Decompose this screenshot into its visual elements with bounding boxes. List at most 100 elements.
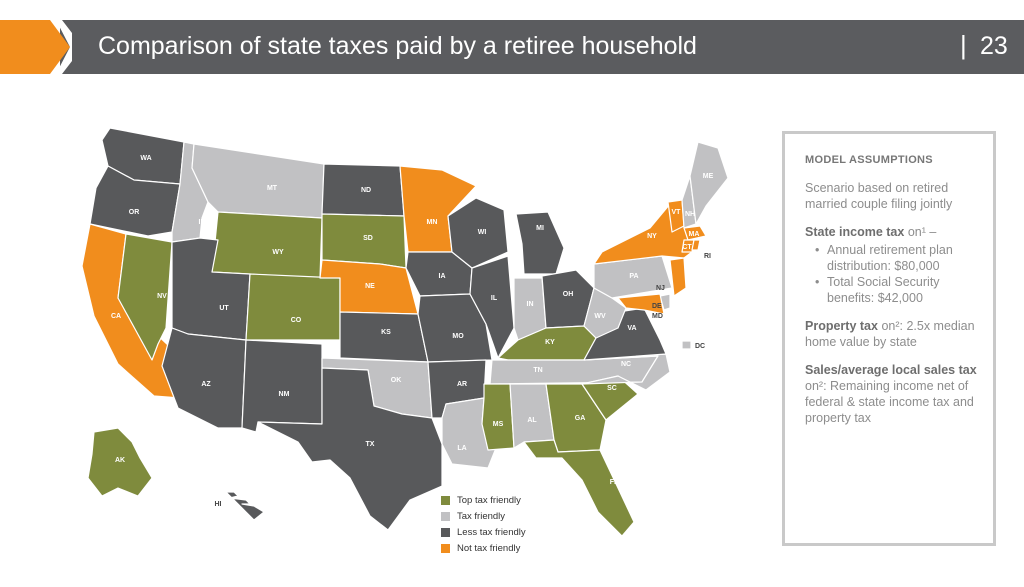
label-md: MD xyxy=(652,313,663,320)
state-ks xyxy=(339,311,429,363)
label-va: VA xyxy=(627,325,636,332)
state-wi xyxy=(447,197,509,269)
label-ny: NY xyxy=(647,233,657,240)
label-ri: RI xyxy=(704,253,711,260)
label-ky: KY xyxy=(545,339,555,346)
label-ms: MS xyxy=(493,421,504,428)
legend-label: Tax friendly xyxy=(457,510,506,522)
assumptions-title: MODEL ASSUMPTIONS xyxy=(805,154,933,166)
state-mt xyxy=(191,143,325,219)
state-me xyxy=(689,141,729,225)
label-tn: TN xyxy=(533,367,542,374)
header-separator: | xyxy=(960,30,967,60)
label-sd: SD xyxy=(363,235,373,242)
label-wy: WY xyxy=(272,249,284,256)
state-ct xyxy=(681,239,695,253)
label-wa: WA xyxy=(140,155,151,162)
label-mt: MT xyxy=(267,185,278,192)
state-income-tax-heading: State income tax on¹ – xyxy=(805,224,979,240)
label-wi: WI xyxy=(478,229,487,236)
state-mi xyxy=(515,211,565,275)
legend-label: Not tax friendly xyxy=(457,542,521,554)
legend-item: Not tax friendly xyxy=(441,540,526,556)
state-ms xyxy=(481,383,515,451)
label-nc: NC xyxy=(621,361,631,368)
label-in: IN xyxy=(527,301,534,308)
header: Comparison of state taxes paid by a reti… xyxy=(0,20,1024,74)
label-ak: AK xyxy=(115,457,125,464)
legend-label: Less tax friendly xyxy=(457,526,526,538)
property-tax-text: Property tax on²: 2.5x median home value… xyxy=(805,318,979,350)
label-ar: AR xyxy=(457,381,467,388)
label-co: CO xyxy=(291,317,302,324)
sales-tax-detail: on²: Remaining income net of federal & s… xyxy=(805,379,974,425)
state-or xyxy=(89,165,181,237)
scenario-text: Scenario based on retired married couple… xyxy=(805,181,953,211)
label-ca: CA xyxy=(111,313,121,320)
header-bar xyxy=(60,20,1024,74)
label-ia: IA xyxy=(439,273,446,280)
state-ma xyxy=(683,225,707,241)
property-tax-detail: on²: 2.5x median home value by state xyxy=(805,319,975,349)
label-il: IL xyxy=(491,295,498,302)
bullet-icon: • xyxy=(815,243,820,257)
state-md xyxy=(617,293,665,315)
label-fl: FL xyxy=(610,479,619,486)
legend-swatch xyxy=(441,527,450,537)
legend-item: Less tax friendly xyxy=(441,524,526,540)
state-dc xyxy=(681,340,692,350)
label-tx: TX xyxy=(366,441,375,448)
label-ma: MA xyxy=(689,231,700,238)
label-la: LA xyxy=(457,445,466,452)
label-mi: MI xyxy=(536,225,544,232)
bullet-text: Annual retirement plan distribution: $80… xyxy=(827,243,953,273)
sales-tax-label: Sales/average local sales tax xyxy=(805,363,977,377)
page-number: 23 xyxy=(980,32,1008,60)
label-dc: DC xyxy=(695,343,705,350)
state-ri xyxy=(691,239,701,251)
state-ak xyxy=(87,427,153,497)
state-tn xyxy=(489,355,659,385)
property-tax-label: Property tax xyxy=(805,319,878,333)
label-nh: NH xyxy=(685,211,695,218)
label-mn: MN xyxy=(427,219,438,226)
bullet-text: Total Social Security benefits: $42,000 xyxy=(827,275,940,305)
label-pa: PA xyxy=(629,273,638,280)
list-item: • Total Social Security benefits: $42,00… xyxy=(815,274,979,306)
label-ga: GA xyxy=(575,415,586,422)
label-az: AZ xyxy=(201,381,211,388)
state-wy xyxy=(211,211,323,279)
legend-swatch xyxy=(441,495,450,505)
list-item: • Annual retirement plan distribution: $… xyxy=(815,242,979,274)
label-de: DE xyxy=(652,303,662,310)
chevron-arrow-icon xyxy=(0,20,72,74)
model-assumptions-panel: MODEL ASSUMPTIONS Scenario based on reti… xyxy=(782,131,996,546)
label-ut: UT xyxy=(219,305,229,312)
label-sc: SC xyxy=(607,385,617,392)
legend-swatch xyxy=(441,511,450,521)
income-bullets: • Annual retirement plan distribution: $… xyxy=(815,242,979,306)
label-hi: HI xyxy=(215,501,222,508)
label-nm: NM xyxy=(279,391,290,398)
label-me: ME xyxy=(703,173,714,180)
label-id: ID xyxy=(199,219,206,226)
label-nd: ND xyxy=(361,187,371,194)
state-tx xyxy=(257,367,443,531)
bullet-icon: • xyxy=(815,275,820,289)
state-co xyxy=(245,273,341,341)
state-fl xyxy=(523,439,635,537)
legend-item: Top tax friendly xyxy=(441,492,526,508)
label-ok: OK xyxy=(391,377,402,384)
legend-swatch xyxy=(441,543,450,553)
us-states-map: WA OR CA NV ID MT WY UT CO AZ NM ND SD N… xyxy=(81,128,729,537)
label-ne: NE xyxy=(365,283,375,290)
state-labels: WA OR CA NV ID MT WY UT CO AZ NM ND SD N… xyxy=(111,155,714,508)
state-nm xyxy=(241,339,323,433)
label-oh: OH xyxy=(563,291,574,298)
slide-title: Comparison of state taxes paid by a reti… xyxy=(98,32,697,60)
map-legend: Top tax friendly Tax friendly Less tax f… xyxy=(441,492,526,556)
label-al: AL xyxy=(527,417,537,424)
state-nc xyxy=(581,353,671,391)
state-nj xyxy=(669,257,687,297)
label-wv: WV xyxy=(594,313,606,320)
